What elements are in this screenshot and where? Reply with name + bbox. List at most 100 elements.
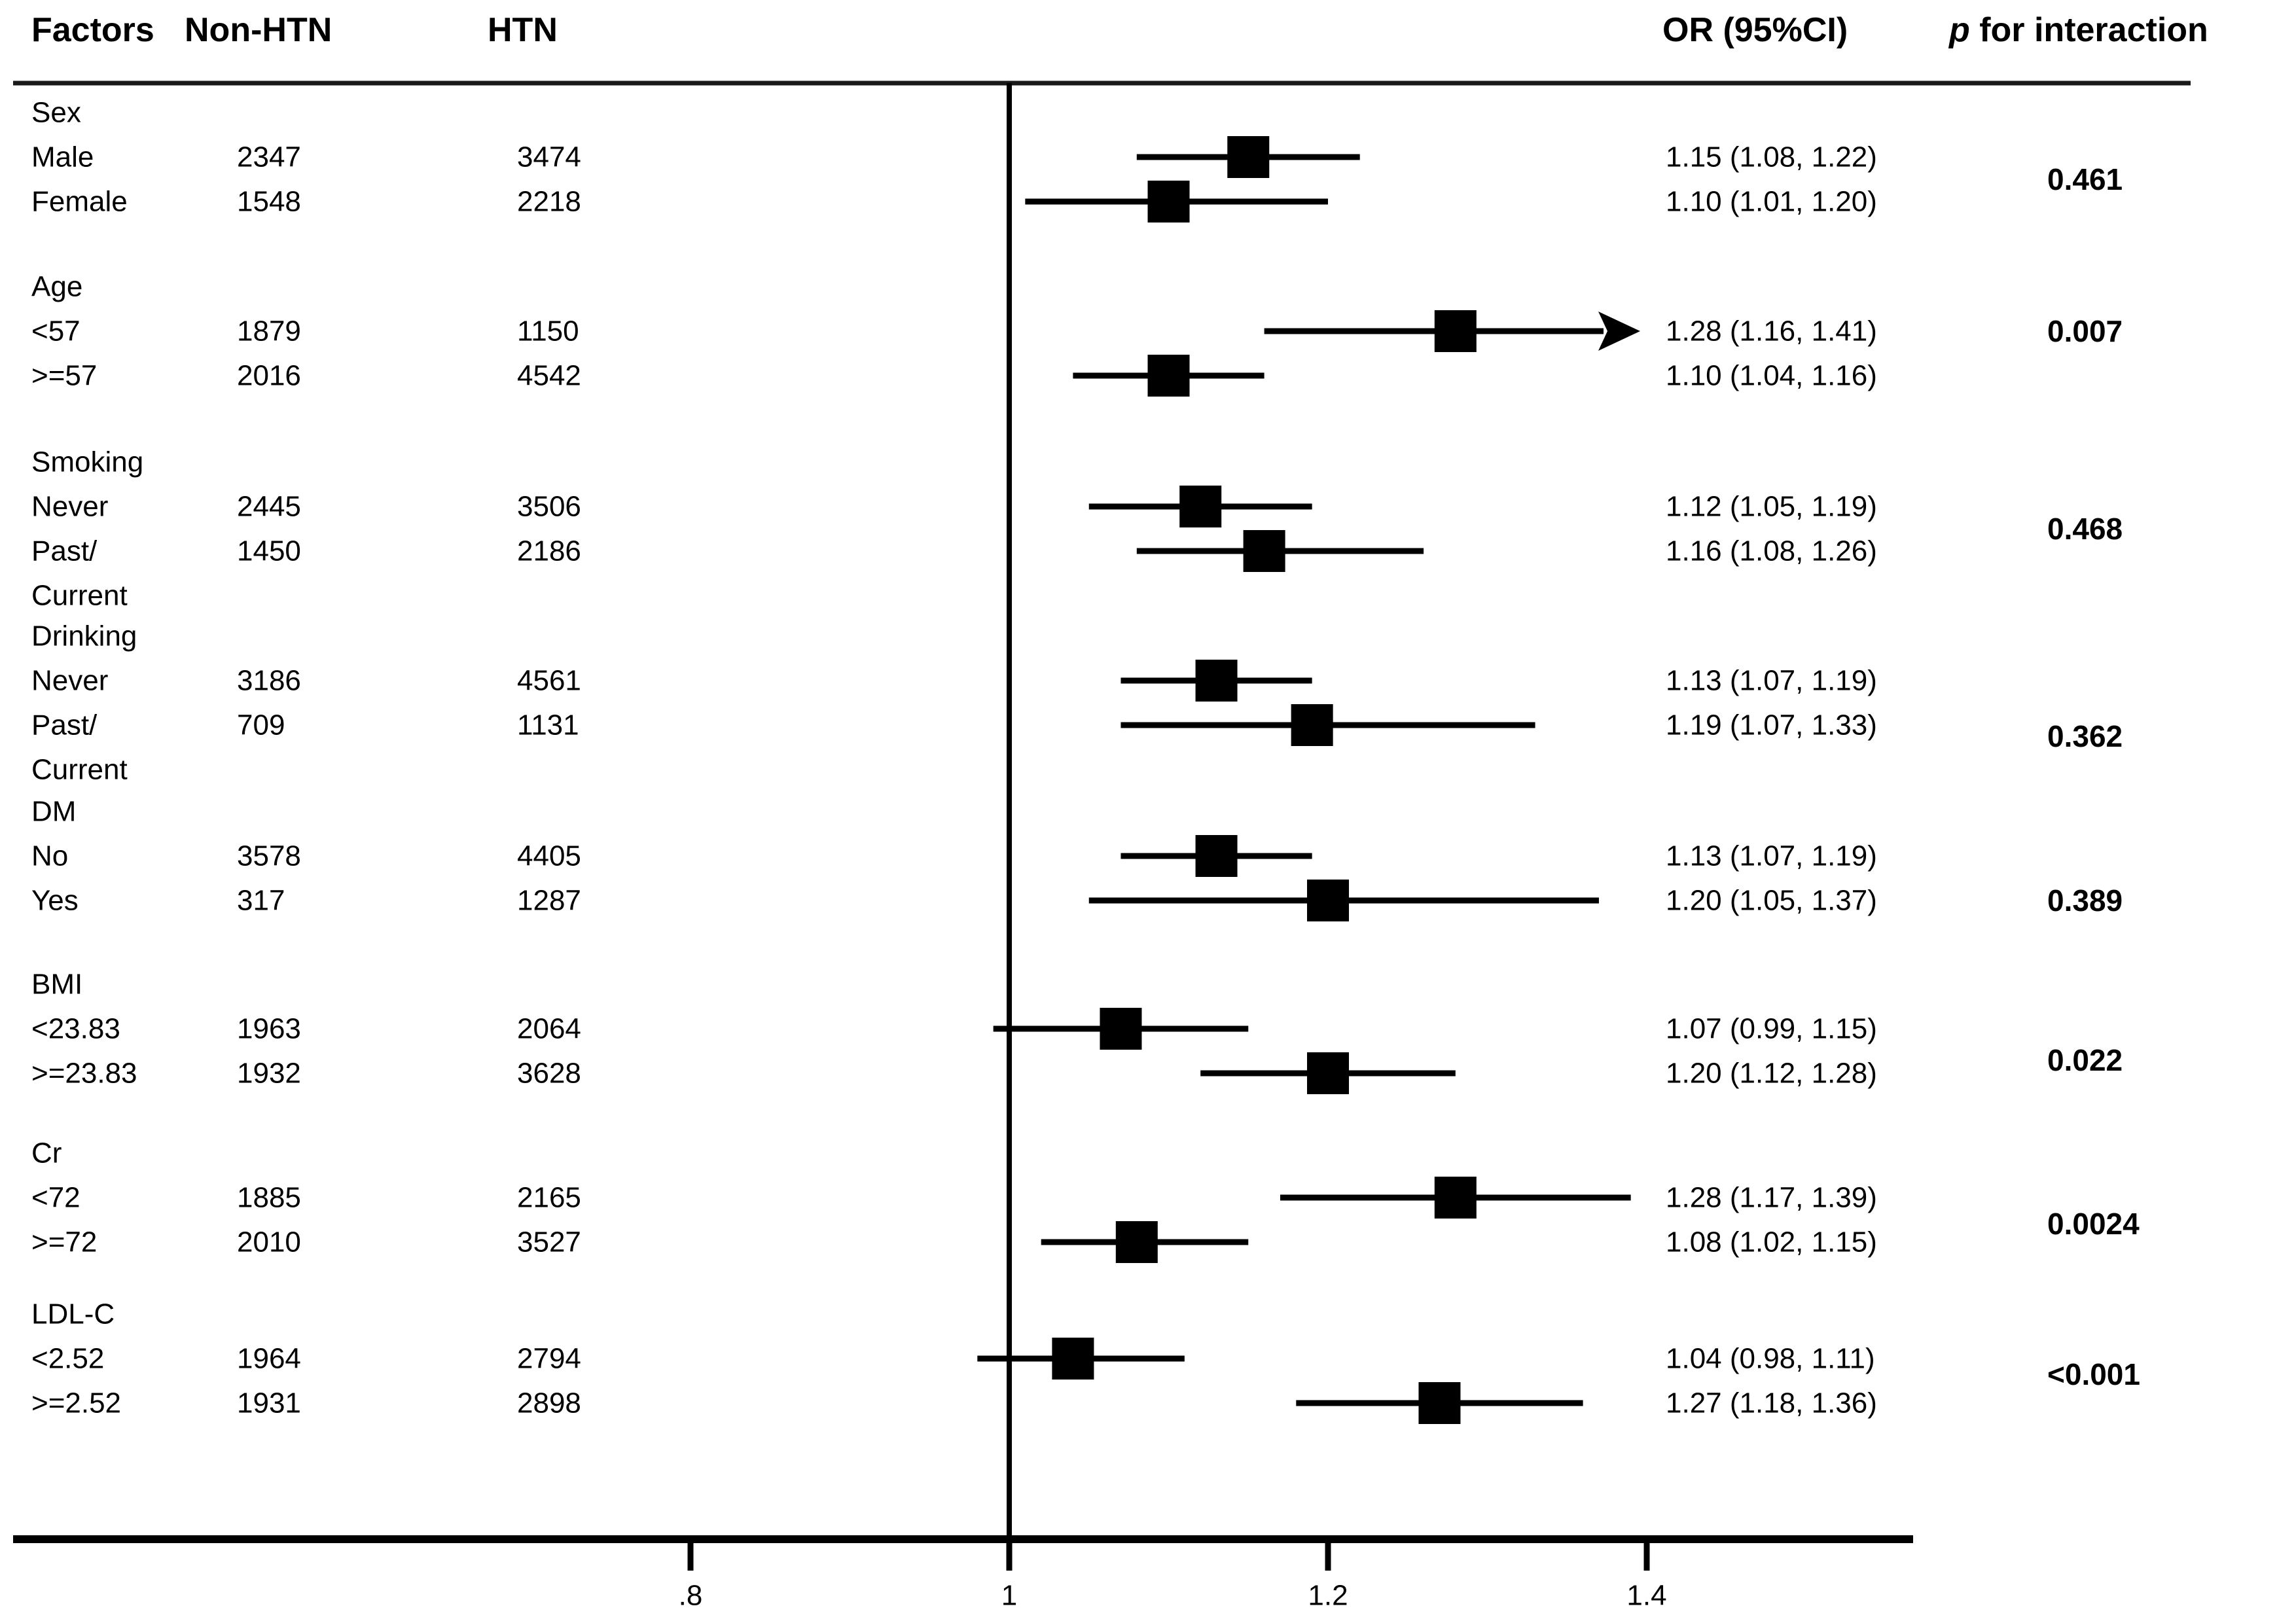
p-value: 0.362 [2047,719,2123,753]
header-p-for-interaction: p for interaction [1948,11,2208,49]
non-htn-count: 1450 [237,535,301,567]
or-ci-text: 1.08 (1.02, 1.15) [1666,1226,1877,1258]
or-marker [1434,1177,1477,1219]
factor-label-line2: Current [31,580,128,612]
htn-count: 3527 [517,1226,581,1258]
htn-count: 2165 [517,1182,581,1214]
or-marker [1227,136,1270,178]
or-ci-text: 1.27 (1.18, 1.36) [1666,1387,1877,1419]
non-htn-count: 317 [237,885,285,917]
non-htn-count: 2010 [237,1226,301,1258]
section-label: Age [31,271,82,303]
factor-label: Past/ [31,709,98,741]
htn-count: 3628 [517,1058,581,1090]
section-label: Drinking [31,620,137,652]
p-value: 0.0024 [2047,1207,2140,1241]
or-ci-text: 1.15 (1.08, 1.22) [1666,141,1877,173]
htn-count: 2218 [517,186,581,218]
or-marker [1052,1338,1094,1380]
or-ci-text: 1.10 (1.04, 1.16) [1666,360,1877,392]
or-ci-text: 1.20 (1.05, 1.37) [1666,885,1877,917]
non-htn-count: 1885 [237,1182,301,1214]
factor-label: <57 [31,315,81,347]
factor-label-line2: Current [31,754,128,786]
htn-count: 4542 [517,360,581,392]
p-value: 0.461 [2047,162,2123,196]
or-marker [1100,1008,1142,1050]
or-marker [1147,181,1190,223]
or-marker [1179,486,1222,527]
header-p-italic: p [1948,11,1970,49]
htn-count: 2064 [517,1013,581,1045]
or-ci-text: 1.19 (1.07, 1.33) [1666,709,1877,741]
header-or-ci: OR (95%CI) [1662,11,1848,49]
or-ci-text: 1.20 (1.12, 1.28) [1666,1058,1877,1090]
tick-label: 1 [1001,1580,1017,1612]
htn-count: 1287 [517,885,581,917]
tick-label: 1.2 [1308,1580,1348,1612]
section-label: DM [31,796,76,828]
factor-label: >=72 [31,1226,97,1258]
or-marker [1307,880,1349,921]
non-htn-count: 709 [237,709,285,741]
non-htn-count: 1932 [237,1058,301,1090]
or-marker [1195,835,1238,877]
section-label: BMI [31,969,82,1001]
htn-count: 3506 [517,491,581,523]
or-marker [1307,1052,1349,1094]
or-marker [1115,1221,1158,1263]
x-axis-ticks: .8 1 1.2 1.4 [679,1539,1667,1612]
non-htn-count: 3578 [237,840,301,872]
or-ci-text: 1.07 (0.99, 1.15) [1666,1013,1877,1045]
or-ci-text: 1.10 (1.01, 1.20) [1666,186,1877,218]
or-ci-text: 1.28 (1.17, 1.39) [1666,1182,1877,1214]
factor-label: Never [31,491,108,523]
htn-count: 1131 [517,709,579,741]
htn-count: 4405 [517,840,581,872]
non-htn-count: 1548 [237,186,301,218]
non-htn-count: 1931 [237,1387,301,1419]
non-htn-count: 1963 [237,1013,301,1045]
or-marker [1434,310,1477,352]
non-htn-count: 2016 [237,360,301,392]
factor-label: Never [31,665,108,697]
htn-count: 2186 [517,535,581,567]
factor-label: <72 [31,1182,81,1214]
or-ci-text: 1.04 (0.98, 1.11) [1666,1343,1875,1375]
section-label: Cr [31,1137,62,1169]
header-htn: HTN [488,11,558,49]
non-htn-count: 2445 [237,491,301,523]
or-ci-text: 1.16 (1.08, 1.26) [1666,535,1877,567]
factor-label: Male [31,141,94,173]
arrow-head [1598,312,1640,351]
factor-label: No [31,840,68,872]
tick-label: 1.4 [1626,1580,1666,1612]
or-marker [1291,704,1333,746]
htn-count: 3474 [517,141,581,173]
or-ci-text: 1.12 (1.05, 1.19) [1666,491,1877,523]
p-value: 0.389 [2047,883,2123,917]
factor-label: <2.52 [31,1343,104,1375]
header-p-rest: for interaction [1970,11,2208,49]
p-value: <0.001 [2047,1357,2140,1391]
forest-rows: Sex Male 2347 3474 1.15 (1.08, 1.22) Female 15… [31,97,2140,1424]
non-htn-count: 1879 [237,315,301,347]
header-factors: Factors [31,11,154,49]
p-value: 0.468 [2047,512,2123,546]
factor-label: Female [31,186,128,218]
factor-label: Past/ [31,535,98,567]
p-value: 0.022 [2047,1043,2123,1077]
factor-label: >=2.52 [31,1387,121,1419]
or-marker [1147,355,1190,397]
factor-label: >=23.83 [31,1058,137,1090]
section-label: LDL-C [31,1298,115,1330]
section-label: Smoking [31,446,143,478]
section-label: Sex [31,97,81,129]
p-value: 0.007 [2047,314,2123,348]
factor-label: <23.83 [31,1013,120,1045]
htn-count: 2794 [517,1343,581,1375]
factor-label: Yes [31,885,79,917]
or-marker [1418,1382,1461,1424]
